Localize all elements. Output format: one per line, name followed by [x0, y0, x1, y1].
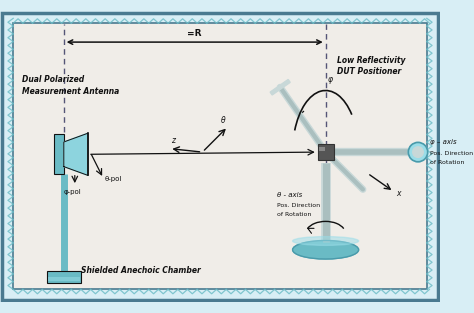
Text: of Rotation: of Rotation	[430, 161, 465, 165]
Text: =R: =R	[187, 29, 202, 38]
Ellipse shape	[292, 240, 359, 259]
Bar	[48, 277, 80, 280]
Bar	[319, 147, 325, 151]
Text: Shielded Anechoic Chamber: Shielded Anechoic Chamber	[81, 266, 201, 275]
Text: θ-pol: θ-pol	[104, 176, 122, 182]
Text: Low Reflectivity: Low Reflectivity	[337, 56, 405, 65]
Text: x: x	[396, 189, 401, 198]
Circle shape	[413, 147, 423, 157]
Text: DUT Positioner: DUT Positioner	[337, 67, 401, 76]
Bar	[318, 144, 334, 160]
Text: φ – axis: φ – axis	[430, 139, 457, 145]
Text: z: z	[171, 136, 175, 145]
Text: θ - axis: θ - axis	[277, 192, 302, 198]
Polygon shape	[64, 133, 88, 175]
Text: θ: θ	[221, 116, 226, 126]
Text: φ: φ	[328, 75, 332, 84]
Text: of Rotation: of Rotation	[277, 212, 311, 217]
Ellipse shape	[292, 237, 359, 245]
Bar	[47, 271, 81, 283]
Circle shape	[408, 142, 428, 162]
Bar	[54, 135, 64, 174]
Text: Measurement Antenna: Measurement Antenna	[22, 87, 119, 95]
Text: Pos. Direction: Pos. Direction	[277, 203, 320, 208]
Polygon shape	[270, 80, 290, 95]
Text: Dual Polarized: Dual Polarized	[22, 75, 84, 84]
Text: φ-pol: φ-pol	[64, 189, 82, 195]
Text: Pos. Direction: Pos. Direction	[430, 151, 474, 156]
